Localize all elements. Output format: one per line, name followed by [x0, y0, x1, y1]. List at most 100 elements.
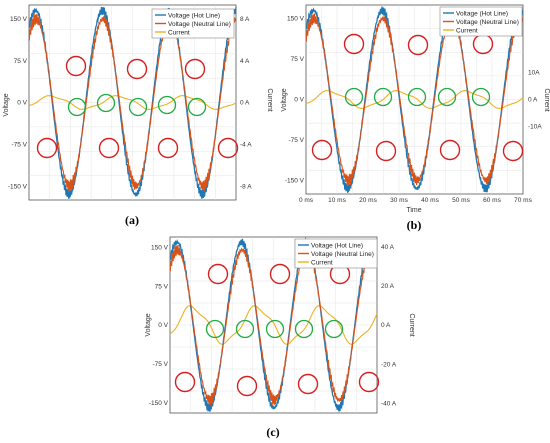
- y-tick-label: 75 V: [14, 58, 28, 65]
- x-tick-label: 30 ms: [390, 197, 408, 204]
- red-annotation-circle: [236, 375, 258, 397]
- red-annotation-circle: [217, 137, 239, 159]
- y2-tick-label: 10A: [528, 70, 540, 77]
- y-axis-b: 150 V 75 V 0 V -75 V -150 V: [285, 16, 305, 185]
- legend-label-current-b: Current: [456, 28, 478, 35]
- y2-axis-label-b: Current: [543, 88, 550, 111]
- y2-tick-label: 0 A: [381, 322, 391, 329]
- y-tick-label: 150 V: [287, 16, 305, 23]
- legend-label-neutral-a: Voltage (Neutral Line): [168, 21, 231, 28]
- chart-panel-c: 150 V 75 V 0 V -75 V -150 V 40 A 20 A 0 A -20 A…: [145, 236, 415, 439]
- green-annotation-circle: [344, 87, 364, 107]
- green-annotation-circle: [471, 87, 491, 107]
- red-annotation-circle: [65, 55, 87, 77]
- y-axis-label-b: Voltage: [281, 88, 288, 111]
- y2-tick-label: 8 A: [240, 16, 250, 23]
- y-tick-label: -150 V: [149, 400, 169, 407]
- series-neutral-line: [169, 244, 378, 406]
- y2-tick-label: -8 A: [240, 183, 252, 190]
- y2-axis-label-c: Current: [408, 313, 415, 336]
- red-annotation-circle: [36, 137, 58, 159]
- y-tick-label: 0 V: [17, 100, 27, 107]
- x-tick-label: 70 ms: [514, 197, 532, 204]
- x-tick-label: 20 ms: [359, 197, 377, 204]
- y-tick-label: -75 V: [288, 137, 304, 144]
- green-annotation-circle: [373, 87, 393, 107]
- red-annotation-circle: [126, 58, 148, 80]
- y-tick-label: 75 V: [155, 283, 169, 290]
- x-tick-label: 40 ms: [421, 197, 439, 204]
- green-annotation-circle: [96, 93, 116, 113]
- red-annotation-circle: [358, 371, 380, 393]
- green-annotation-circle: [294, 319, 314, 339]
- green-annotation-circle: [407, 87, 427, 107]
- red-annotation-circle: [98, 137, 120, 159]
- series-hot-line: [28, 6, 237, 199]
- chart-panel-b: 150 V 75 V 0 V -75 V -150 V 10A 0 A -10A 0 ms 1…: [281, 4, 550, 232]
- y2-tick-label: 4 A: [240, 58, 250, 65]
- green-annotation-circle: [128, 97, 148, 117]
- y-axis-label-c: Voltage: [145, 313, 152, 336]
- green-annotation-circle: [157, 95, 177, 115]
- red-annotation-circle: [407, 34, 429, 56]
- green-annotation-circle: [437, 87, 457, 107]
- red-annotation-circle: [207, 263, 229, 285]
- legend-label-current-c: Current: [311, 260, 333, 267]
- y2-tick-label: 20 A: [381, 283, 395, 290]
- y2-tick-label: -4 A: [240, 142, 252, 149]
- green-annotation-circle: [187, 97, 207, 117]
- red-annotation-circle: [297, 373, 319, 395]
- x-tick-label: 10 ms: [328, 197, 346, 204]
- panel-label-b: (b): [407, 218, 422, 232]
- series-neutral-line: [305, 12, 524, 187]
- legend-label-hot-a: Voltage (Hot Line): [168, 13, 220, 20]
- panel-label-c: (c): [266, 425, 279, 439]
- y2-tick-label: -20 A: [381, 361, 397, 368]
- marker-circles-a: [36, 55, 239, 159]
- legend-c: Voltage (Hot Line) Voltage (Neutral Line…: [294, 238, 378, 269]
- red-annotation-circle: [269, 263, 291, 285]
- y2-axis-a: 8 A 4 A 0 A -4 A -8 A: [240, 16, 252, 190]
- y-tick-label: 0 V: [158, 322, 168, 329]
- y2-axis-c: 40 A 20 A 0 A -20 A -40 A: [381, 244, 397, 407]
- red-annotation-circle: [375, 140, 397, 162]
- legend-label-current-a: Current: [168, 30, 190, 37]
- series-hot-line: [169, 236, 378, 413]
- y-tick-label: 150 V: [151, 245, 169, 252]
- chart-panel-a: 150 V 75 V 0 V -75 V -150 V 8 A 4 A 0 A -4 A -8 …: [3, 4, 273, 227]
- green-annotation-circle: [265, 319, 285, 339]
- series-neutral-line: [28, 13, 237, 192]
- x-tick-label: 50 ms: [452, 197, 470, 204]
- red-annotation-circle: [502, 140, 524, 162]
- y-tick-label: -150 V: [285, 178, 305, 185]
- y2-tick-label: -40 A: [381, 400, 397, 407]
- y-tick-label: 150 V: [10, 16, 28, 23]
- y-tick-label: 75 V: [291, 56, 305, 63]
- y2-tick-label: -10A: [528, 124, 542, 131]
- marker-circles-c: [174, 263, 380, 397]
- y-axis-c: 150 V 75 V 0 V -75 V -150 V: [149, 245, 169, 407]
- legend-a: Voltage (Hot Line) Voltage (Neutral Line…: [151, 8, 235, 39]
- legend-b: Voltage (Hot Line) Voltage (Neutral Line…: [439, 6, 523, 37]
- legend-label-neutral-b: Voltage (Neutral Line): [456, 19, 519, 26]
- legend-label-hot-c: Voltage (Hot Line): [311, 243, 363, 250]
- green-annotation-circle: [324, 319, 344, 339]
- red-annotation-circle: [157, 137, 179, 159]
- panel-label-a: (a): [125, 213, 139, 227]
- y-tick-label: -75 V: [152, 361, 168, 368]
- red-annotation-circle: [184, 58, 206, 80]
- series-group-b: [305, 6, 524, 193]
- series-current-line: [305, 90, 524, 109]
- y2-axis-b: 10A 0 A -10A: [528, 70, 542, 131]
- y-tick-label: -150 V: [8, 183, 28, 190]
- y-axis-a: 150 V 75 V 0 V -75 V -150 V: [8, 16, 28, 190]
- x-axis-b: 0 ms 10 ms 20 ms 30 ms 40 ms 50 ms 60 ms 70 ms: [299, 197, 533, 204]
- red-annotation-circle: [311, 139, 333, 161]
- y-tick-label: -75 V: [11, 141, 27, 148]
- legend-label-hot-b: Voltage (Hot Line): [456, 11, 508, 18]
- green-annotation-circle: [205, 319, 225, 339]
- x-tick-label: 60 ms: [483, 197, 501, 204]
- y2-tick-label: 0 A: [528, 97, 538, 104]
- x-tick-label: 0 ms: [299, 197, 314, 204]
